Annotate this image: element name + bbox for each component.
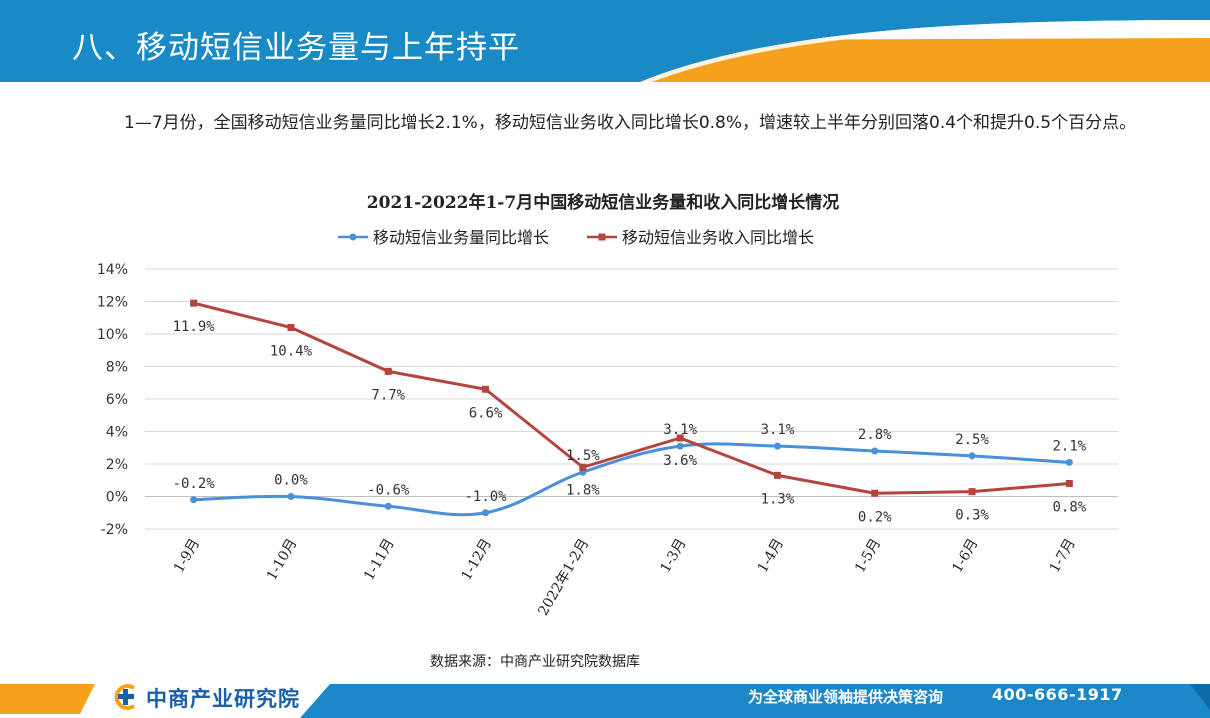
- header-shape: [0, 0, 1210, 82]
- x-tick-label: 1-3月: [657, 536, 689, 576]
- data-label-revenue: 10.4%: [270, 344, 313, 360]
- data-label-revenue: 0.3%: [955, 508, 989, 524]
- footer-slogan: 为全球商业领袖提供决策咨询: [748, 688, 944, 706]
- legend-marker-0: [349, 233, 357, 241]
- x-tick-label: 1-7月: [1047, 536, 1079, 576]
- y-tick-label: 14%: [97, 262, 128, 278]
- header-band: 八、移动短信业务量与上年持平: [0, 0, 1210, 82]
- data-label-revenue: 1.3%: [761, 491, 795, 507]
- y-tick-label: 10%: [97, 327, 128, 343]
- data-point-0: [676, 442, 684, 450]
- y-tick-label: 4%: [106, 425, 128, 441]
- data-label-volume: -1.0%: [464, 489, 507, 505]
- data-label-revenue: 7.7%: [371, 387, 405, 403]
- data-point-0: [871, 447, 879, 455]
- data-point-1: [676, 434, 684, 442]
- data-point-1: [482, 385, 490, 393]
- data-point-0: [482, 509, 490, 517]
- data-source: 数据来源：中商产业研究院数据库: [430, 654, 640, 670]
- data-point-1: [190, 299, 198, 307]
- data-point-1: [871, 489, 879, 497]
- data-label-volume: 0.0%: [274, 473, 308, 489]
- data-point-1: [384, 367, 392, 375]
- company-logo-text: 中商产业研究院: [146, 687, 300, 711]
- data-point-1: [1065, 480, 1073, 487]
- data-label-revenue: 0.8%: [1052, 500, 1086, 516]
- x-tick-label: 1-11月: [361, 536, 398, 583]
- data-point-0: [190, 496, 198, 504]
- x-tick-label: 1-5月: [852, 536, 884, 576]
- data-point-0: [287, 493, 295, 500]
- data-label-volume: 1.5%: [566, 448, 600, 464]
- y-tick-label: 12%: [97, 295, 128, 311]
- legend-label-0: 移动短信业务量同比增长: [373, 228, 549, 247]
- data-point-1: [287, 324, 295, 331]
- legend-label-1: 移动短信业务收入同比增长: [622, 228, 814, 247]
- footer-band: [0, 680, 1210, 718]
- line-chart: 2021-2022年1-7月中国移动短信业务量和收入同比增长情况移动短信业务量同…: [97, 192, 1118, 619]
- y-tick-label: 8%: [106, 360, 128, 376]
- page-title: 八、移动短信业务量与上年持平: [72, 30, 520, 66]
- x-tick-label: 1-6月: [949, 536, 981, 576]
- y-tick-label: 0%: [106, 490, 128, 506]
- data-point-0: [1065, 458, 1073, 466]
- intro-paragraph: 1—7月份，全国移动短信业务量同比增长2.1%，移动短信业务收入同比增长0.8%…: [124, 113, 1137, 133]
- data-label-volume: 2.5%: [955, 432, 989, 448]
- data-point-1: [968, 488, 976, 496]
- x-tick-label: 1-4月: [755, 536, 787, 576]
- data-point-0: [384, 502, 392, 510]
- data-point-1: [579, 463, 587, 471]
- data-label-revenue: 11.9%: [173, 319, 216, 335]
- company-logo-icon: [114, 684, 136, 710]
- y-tick-label: -2%: [101, 522, 128, 538]
- series-line-0: [193, 442, 1070, 517]
- x-tick-label: 2022年1-2月: [535, 536, 592, 619]
- footer-shape: [0, 684, 1210, 718]
- x-tick-label: 1-12月: [458, 536, 495, 583]
- y-tick-label: 2%: [106, 457, 128, 473]
- data-label-revenue: 1.8%: [566, 482, 600, 498]
- footer-phone: 400-666-1917: [992, 685, 1123, 704]
- data-label-volume: 3.1%: [663, 422, 697, 438]
- data-label-revenue: 3.6%: [663, 453, 697, 469]
- data-label-volume: 2.8%: [858, 427, 892, 443]
- series-line-1: [193, 301, 1070, 495]
- data-label-volume: -0.2%: [173, 476, 216, 492]
- x-tick-label: 1-9月: [171, 536, 203, 576]
- chart-title: 2021-2022年1-7月中国移动短信业务量和收入同比增长情况: [367, 192, 839, 213]
- data-label-volume: -0.6%: [367, 482, 410, 498]
- data-label-volume: 3.1%: [761, 422, 795, 438]
- data-label-revenue: 0.2%: [858, 509, 892, 525]
- data-point-1: [773, 471, 781, 479]
- data-label-revenue: 6.6%: [469, 405, 503, 421]
- x-tick-label: 1-10月: [264, 536, 301, 583]
- data-point-0: [773, 442, 781, 450]
- data-label-volume: 2.1%: [1052, 438, 1086, 454]
- legend-marker-1: [598, 233, 606, 241]
- data-point-0: [968, 452, 976, 460]
- y-tick-label: 6%: [106, 392, 128, 408]
